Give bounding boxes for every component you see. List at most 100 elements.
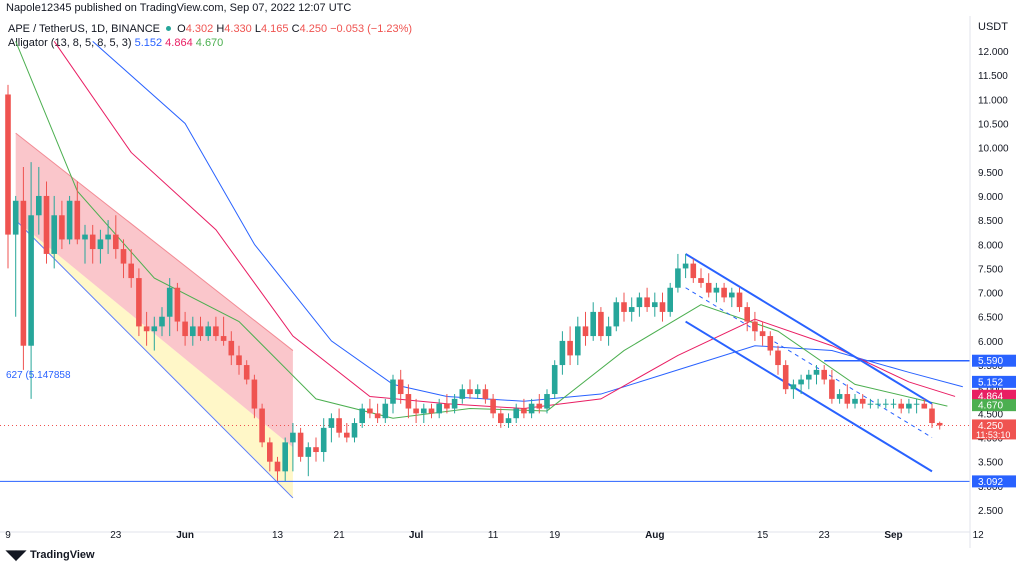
- candle-body: [459, 389, 466, 399]
- ohlc-row: APE / TetherUS, 1D, BINANCE O4.302 H4.33…: [8, 22, 412, 36]
- chart-legend: APE / TetherUS, 1D, BINANCE O4.302 H4.33…: [8, 22, 412, 50]
- price-tick-label: 8.000: [978, 240, 1003, 251]
- candle-body: [605, 326, 612, 337]
- candle-body: [551, 365, 558, 395]
- candle: [313, 437, 319, 462]
- candle-body: [490, 398, 496, 414]
- candle-body: [421, 408, 427, 414]
- plot-area: 627 (5.147858: [0, 40, 970, 499]
- candle: [521, 398, 527, 419]
- candle-body: [74, 200, 81, 240]
- candle: [705, 273, 712, 298]
- candle: [444, 394, 450, 414]
- candle-body: [105, 234, 111, 240]
- candle: [220, 316, 227, 346]
- candle: [89, 224, 96, 264]
- candle-body: [428, 408, 435, 414]
- close-value: 4.250: [299, 23, 328, 35]
- price-tick-label: 2.500: [978, 506, 1003, 517]
- symbol-title[interactable]: APE / TetherUS, 1D, BINANCE: [8, 23, 161, 35]
- candle-body: [59, 215, 65, 240]
- candle-body: [729, 292, 735, 298]
- candle-body: [374, 413, 381, 419]
- candle-body: [367, 408, 373, 414]
- time-tick-label: Jul: [409, 530, 424, 541]
- candle-body: [251, 379, 258, 409]
- candle-body: [559, 340, 566, 366]
- candle: [744, 302, 750, 332]
- candle: [274, 456, 281, 482]
- candle-body: [690, 263, 697, 279]
- candle-body: [782, 365, 789, 390]
- candle-body: [451, 398, 458, 409]
- candle: [459, 384, 466, 404]
- price-tick-label: 11.000: [978, 95, 1008, 106]
- candle: [12, 195, 19, 317]
- time-tick-label: Jun: [176, 530, 194, 541]
- candle: [320, 418, 327, 462]
- candle-body: [220, 336, 227, 341]
- candle: [667, 282, 673, 317]
- price-tag-bg: [972, 419, 1016, 440]
- candle-body: [5, 94, 11, 235]
- candle: [798, 374, 804, 395]
- time-tick-label: 21: [334, 530, 346, 541]
- red-channel-fill: [15, 133, 293, 448]
- candle: [305, 442, 312, 477]
- candle-body: [397, 379, 404, 395]
- price-tag-label: 5.152: [978, 377, 1003, 388]
- candle-body: [736, 292, 743, 308]
- price-tick-label: 7.000: [978, 289, 1003, 300]
- candle-body: [936, 422, 943, 426]
- candle-body: [467, 389, 473, 395]
- candle: [675, 253, 681, 293]
- candle: [74, 181, 81, 245]
- candle-body: [290, 432, 296, 443]
- price-tag-bg: [972, 475, 1016, 488]
- candle-body: [20, 200, 27, 346]
- candle: [28, 162, 34, 399]
- candle-body: [929, 408, 935, 424]
- candle: [159, 307, 165, 337]
- candle-body: [567, 340, 573, 356]
- candle-body: [852, 398, 858, 404]
- candle-body: [759, 331, 766, 337]
- candle: [43, 181, 50, 264]
- tradingview-logo-icon: ◥◤: [6, 547, 26, 562]
- candle: [582, 311, 589, 346]
- candle: [59, 200, 65, 250]
- candle: [752, 311, 758, 341]
- candle-body: [528, 403, 535, 414]
- candle-body: [297, 432, 304, 457]
- candle: [890, 398, 897, 409]
- candle-body: [313, 447, 319, 453]
- candle-body: [213, 326, 219, 337]
- candle: [351, 418, 358, 443]
- time-tick-label: 15: [757, 530, 769, 541]
- candle: [913, 398, 920, 414]
- candle: [436, 398, 442, 419]
- price-tag-label: 4.670: [978, 401, 1003, 412]
- candle-body: [228, 340, 235, 356]
- candle-body: [790, 384, 797, 390]
- candle-body: [36, 195, 42, 216]
- candle: [536, 394, 543, 414]
- candle: [467, 379, 473, 399]
- candle: [451, 394, 458, 414]
- candle: [259, 403, 265, 448]
- candle: [282, 437, 288, 482]
- price-tag-label: 4.250: [978, 421, 1003, 432]
- candle-body: [243, 365, 250, 380]
- candle-body: [859, 398, 866, 404]
- candle-body: [136, 278, 142, 327]
- candle: [659, 292, 666, 322]
- market-status-dot: [166, 26, 172, 31]
- candle: [813, 365, 820, 385]
- candle-body: [128, 263, 134, 279]
- price-chart[interactable]: 627 (5.147858 USDT 12.000 11.500 11.000 10.50…: [0, 16, 1024, 548]
- time-tick-label: 23: [110, 530, 122, 541]
- candle: [390, 374, 396, 414]
- yellow-channel-bottom-line: [15, 219, 294, 499]
- candle: [598, 307, 604, 341]
- indicator-title[interactable]: Alligator (13, 8, 5, 8, 5, 3): [8, 37, 132, 49]
